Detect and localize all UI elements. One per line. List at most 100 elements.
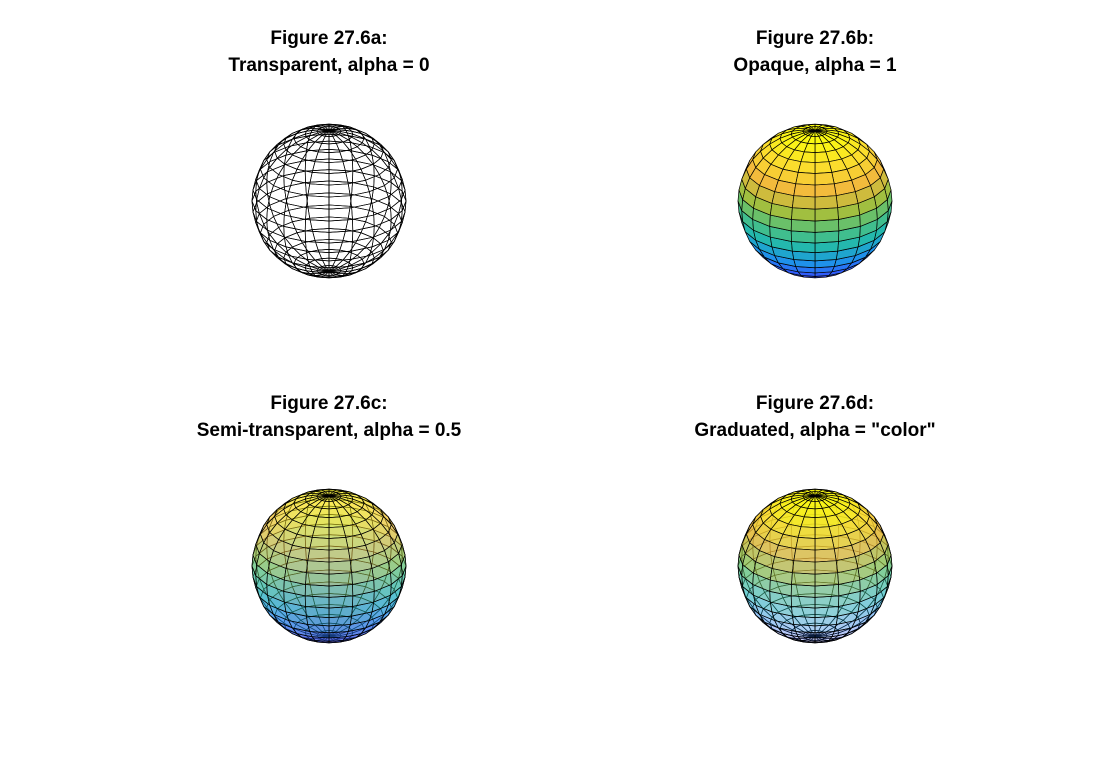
panel-b-title: Figure 27.6b: (755, 28, 875, 49)
sphere-facet (791, 606, 816, 618)
sphere-facet (285, 246, 309, 260)
sphere-facet (285, 193, 309, 211)
sphere-facet (305, 606, 330, 618)
sphere-facet (814, 606, 839, 618)
sphere-facet (349, 246, 373, 260)
sphere-facet (306, 192, 330, 207)
sphere-facet (307, 204, 330, 219)
sphere-facet (328, 204, 351, 219)
sphere-facet (284, 154, 303, 170)
sphere-facet (321, 135, 330, 145)
sphere-facet (814, 195, 838, 210)
sphere-a (251, 123, 407, 279)
sphere-facet (791, 572, 816, 587)
sphere-facet (792, 560, 816, 575)
sphere-facet (790, 584, 816, 598)
sphere-facet (328, 560, 352, 575)
sphere-facet (304, 595, 330, 609)
sphere-facet (814, 526, 833, 539)
sphere-facet (304, 158, 330, 172)
sphere-facet (814, 230, 840, 244)
sphere-facet (328, 183, 351, 198)
sphere-facet (328, 595, 354, 609)
sphere-facet (328, 606, 353, 618)
sphere-facet (797, 526, 816, 539)
sphere-facet (285, 142, 309, 156)
sphere-facet (328, 537, 349, 551)
sphere-facet (284, 232, 303, 248)
sphere-facet (360, 221, 380, 239)
sphere-facet (795, 537, 816, 551)
panel-a: Figure 27.6a: Transparent, alpha = 0 (149, 0, 509, 340)
sphere-facet (328, 151, 344, 163)
sphere-facet (328, 526, 347, 539)
panel-d-subtitle: Graduated, alpha = "color" (694, 420, 936, 441)
sphere-facet (390, 182, 403, 203)
sphere-facet (790, 219, 816, 233)
sphere-facet (790, 230, 816, 244)
sphere-facet (311, 161, 330, 174)
panel-d: Figure 27.6d: Graduated, alpha = "color" (635, 365, 995, 705)
sphere-facet (814, 172, 835, 186)
panel-d-title: Figure 27.6d: (755, 393, 875, 414)
sphere-facet (795, 172, 816, 186)
panel-b-subtitle: Opaque, alpha = 1 (733, 55, 897, 76)
sphere-facet (314, 151, 330, 163)
sphere-facet (309, 537, 330, 551)
sphere-facet (328, 239, 344, 251)
sphere-facet (373, 175, 392, 195)
sphere-facet (311, 526, 330, 539)
panel-c-subtitle: Semi-transparent, alpha = 0.5 (196, 420, 462, 441)
sphere-facet (328, 548, 351, 563)
sphere-facet (314, 239, 330, 251)
sphere-facet (814, 161, 833, 174)
sphere-facet (814, 241, 839, 253)
sphere-facet (373, 207, 392, 227)
panel-a-subtitle: Transparent, alpha = 0 (228, 55, 430, 76)
sphere-facet (304, 584, 330, 598)
sphere-facet (307, 548, 330, 563)
sphere-facet (814, 183, 837, 198)
sphere-facet (328, 572, 353, 587)
sphere-facet (797, 161, 816, 174)
sphere-facet (793, 548, 816, 563)
sphere-facet (793, 183, 816, 198)
sphere-facet (309, 172, 330, 186)
sphere-facet (328, 257, 337, 267)
sphere-facet (328, 216, 349, 230)
sphere-facet (255, 199, 268, 220)
sphere-c (251, 488, 407, 644)
sphere-facet (790, 595, 816, 609)
sphere-facet (306, 195, 330, 210)
sphere-facet (814, 548, 837, 563)
sphere-facet (285, 191, 309, 209)
panel-a-title: Figure 27.6a: (270, 28, 388, 49)
sphere-facet (328, 143, 341, 153)
panel-c-title: Figure 27.6c: (270, 393, 388, 414)
sphere-facet (306, 560, 330, 575)
sphere-facet (266, 207, 285, 227)
sphere-facet (255, 182, 268, 203)
sphere-facet (814, 219, 840, 233)
sphere-facet (278, 221, 298, 239)
panel-b: Figure 27.6b: Opaque, alpha = 1 (635, 0, 995, 340)
sphere-b (737, 123, 893, 279)
sphere-facet (328, 135, 337, 145)
sphere-d (737, 488, 893, 644)
sphere-facet (390, 199, 403, 220)
sphere-facet (814, 595, 840, 609)
sphere-facet (328, 158, 354, 172)
sphere-facet (266, 175, 285, 195)
sphere-facet (791, 241, 816, 253)
sphere-facet (791, 207, 816, 222)
sphere-facet (328, 195, 352, 210)
sphere-facet (309, 216, 330, 230)
sphere-facet (328, 192, 352, 207)
sphere-facet (305, 572, 330, 587)
sphere-facet (355, 232, 374, 248)
sphere-facet (792, 195, 816, 210)
sphere-facet (304, 230, 330, 244)
sphere-facet (349, 191, 373, 209)
sphere-facet (814, 537, 835, 551)
